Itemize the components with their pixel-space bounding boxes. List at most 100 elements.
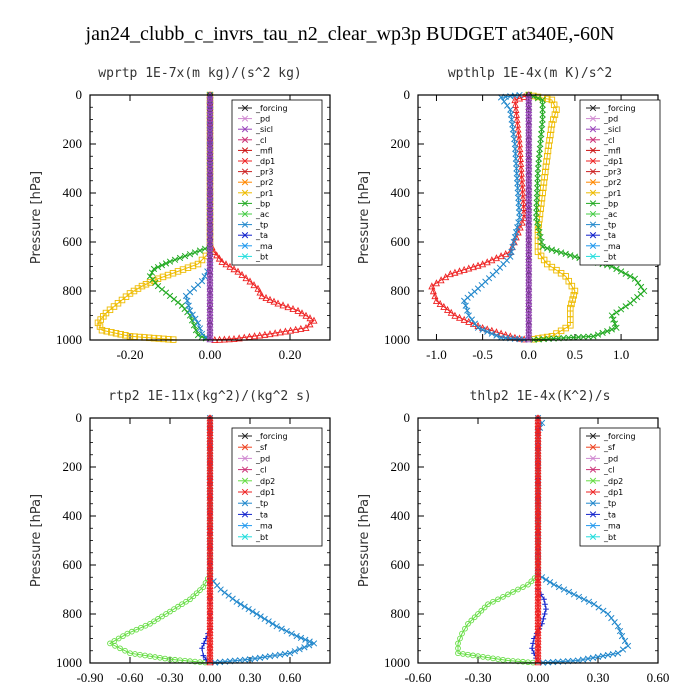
data-point	[138, 624, 144, 631]
data-point	[174, 268, 182, 275]
legend-entry: _ma	[603, 242, 621, 251]
legend-entry: _pr2	[603, 178, 621, 187]
data-point	[155, 616, 161, 622]
data-point	[465, 264, 473, 272]
data-point	[236, 657, 244, 664]
data-point	[637, 283, 645, 291]
data-point	[238, 270, 246, 278]
data-point	[542, 576, 550, 583]
data-point	[293, 632, 300, 640]
data-point	[513, 165, 520, 172]
legend-marker	[241, 157, 249, 165]
data-point	[302, 323, 310, 331]
data-point	[291, 648, 298, 655]
data-point	[298, 309, 306, 317]
series-line	[528, 94, 576, 341]
data-point	[604, 328, 611, 335]
legend-entry: _tp	[603, 499, 616, 508]
x-tick-label: 0.0	[521, 347, 537, 362]
legend-entry: _mfl	[255, 146, 273, 155]
data-point	[181, 252, 189, 260]
legend-marker	[241, 147, 249, 154]
legend-marker	[241, 136, 249, 143]
data-point	[122, 647, 128, 654]
legend-marker	[589, 115, 597, 122]
data-point	[110, 303, 118, 310]
data-point	[575, 334, 582, 341]
y-tick-label: 800	[63, 606, 83, 621]
data-point	[479, 326, 486, 333]
x-tick-label: 0.30	[239, 670, 262, 685]
data-point	[557, 249, 565, 256]
data-point	[246, 656, 254, 663]
data-point	[604, 610, 612, 618]
data-point	[160, 335, 167, 343]
data-point	[147, 620, 153, 627]
data-point	[174, 299, 182, 306]
data-point	[613, 324, 620, 331]
x-tick-label: -0.20	[116, 347, 143, 362]
data-point	[256, 288, 264, 296]
x-tick-label: -0.60	[404, 670, 431, 685]
data-point	[461, 297, 468, 304]
data-point	[533, 194, 541, 202]
data-point	[310, 316, 318, 324]
y-tick-label: 200	[63, 459, 83, 474]
data-point	[548, 246, 555, 253]
data-point	[570, 334, 577, 341]
data-point	[166, 292, 174, 300]
legend-marker	[589, 232, 597, 239]
data-point	[484, 328, 491, 335]
series-line	[97, 95, 211, 341]
panel-title: wpthlp 1E-4x(m K)/s^2	[448, 66, 612, 81]
data-point	[613, 265, 620, 273]
data-point	[118, 296, 126, 304]
legend-marker	[241, 189, 249, 196]
zero-column-marker	[534, 655, 542, 663]
data-point	[614, 623, 622, 630]
data-point	[502, 250, 510, 258]
zero-column-marker	[534, 658, 542, 666]
data-point	[474, 324, 482, 331]
legend-marker	[241, 232, 249, 239]
y-tick-label: 800	[63, 283, 83, 298]
data-point	[162, 289, 170, 296]
data-point	[562, 250, 569, 258]
data-point	[492, 254, 500, 262]
series-bp	[146, 91, 214, 342]
legend-marker	[241, 200, 249, 207]
data-point	[221, 589, 228, 596]
data-point	[469, 263, 477, 271]
data-point	[216, 658, 224, 666]
x-tick-label: -0.5	[472, 347, 493, 362]
data-point	[192, 315, 199, 322]
data-point	[197, 587, 203, 593]
legend-marker	[241, 179, 249, 186]
legend-marker	[241, 522, 249, 529]
data-point	[553, 106, 560, 113]
data-point	[276, 651, 284, 658]
data-point	[112, 330, 120, 337]
data-point	[191, 249, 199, 256]
legend-marker	[241, 253, 249, 260]
data-point	[188, 317, 196, 324]
data-point	[142, 622, 149, 629]
data-point	[608, 326, 615, 333]
data-point	[150, 265, 158, 273]
data-point	[617, 268, 625, 275]
legend-marker	[589, 147, 597, 154]
data-point	[428, 282, 436, 290]
data-point	[485, 601, 491, 608]
data-point	[302, 636, 309, 643]
legend-entry: _tp	[255, 221, 268, 230]
data-point	[594, 653, 602, 661]
data-point	[584, 655, 592, 662]
legend-entry: _pr1	[603, 189, 621, 198]
data-point	[274, 299, 282, 307]
data-point	[510, 238, 517, 246]
data-point	[516, 209, 523, 216]
data-point	[608, 614, 615, 622]
data-point	[261, 615, 268, 623]
data-point	[520, 213, 528, 221]
data-point	[459, 630, 465, 637]
